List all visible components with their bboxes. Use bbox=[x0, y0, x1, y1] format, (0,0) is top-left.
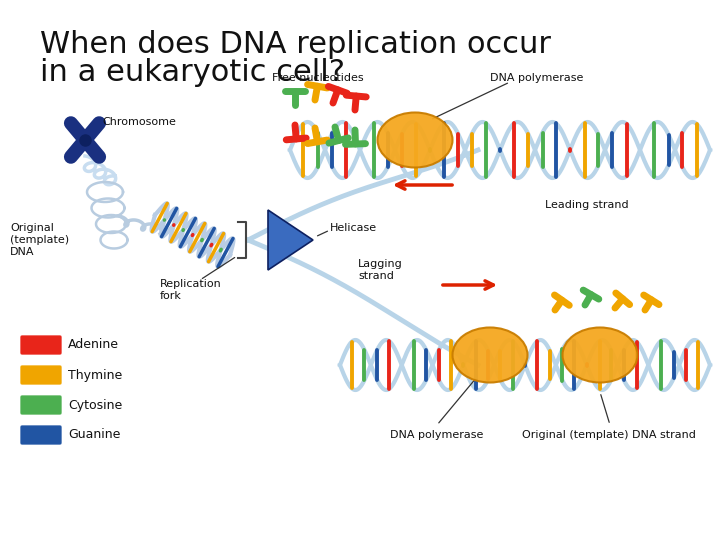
Text: Free nucleotides: Free nucleotides bbox=[272, 73, 364, 83]
Text: Leading strand: Leading strand bbox=[545, 200, 629, 210]
Text: Adenine: Adenine bbox=[68, 339, 119, 352]
FancyBboxPatch shape bbox=[20, 425, 62, 445]
Text: in a eukaryotic cell?: in a eukaryotic cell? bbox=[40, 58, 345, 87]
Ellipse shape bbox=[562, 327, 637, 382]
Text: Replication
fork: Replication fork bbox=[160, 279, 222, 301]
Polygon shape bbox=[268, 210, 313, 270]
Text: Original
(template)
DNA: Original (template) DNA bbox=[10, 224, 69, 256]
Ellipse shape bbox=[377, 112, 452, 167]
FancyBboxPatch shape bbox=[20, 395, 62, 415]
Text: DNA polymerase: DNA polymerase bbox=[390, 430, 483, 440]
Text: Chromosome: Chromosome bbox=[102, 117, 176, 127]
Text: DNA polymerase: DNA polymerase bbox=[490, 73, 583, 83]
Ellipse shape bbox=[452, 327, 528, 382]
Text: Helicase: Helicase bbox=[330, 223, 377, 233]
Text: When does DNA replication occur: When does DNA replication occur bbox=[40, 30, 551, 59]
Text: Lagging
strand: Lagging strand bbox=[358, 259, 402, 281]
FancyBboxPatch shape bbox=[20, 365, 62, 385]
Text: Original (template) DNA strand: Original (template) DNA strand bbox=[522, 430, 696, 440]
Text: Guanine: Guanine bbox=[68, 429, 120, 442]
Text: Cytosine: Cytosine bbox=[68, 399, 122, 411]
FancyBboxPatch shape bbox=[20, 335, 62, 355]
Text: Thymine: Thymine bbox=[68, 368, 122, 381]
